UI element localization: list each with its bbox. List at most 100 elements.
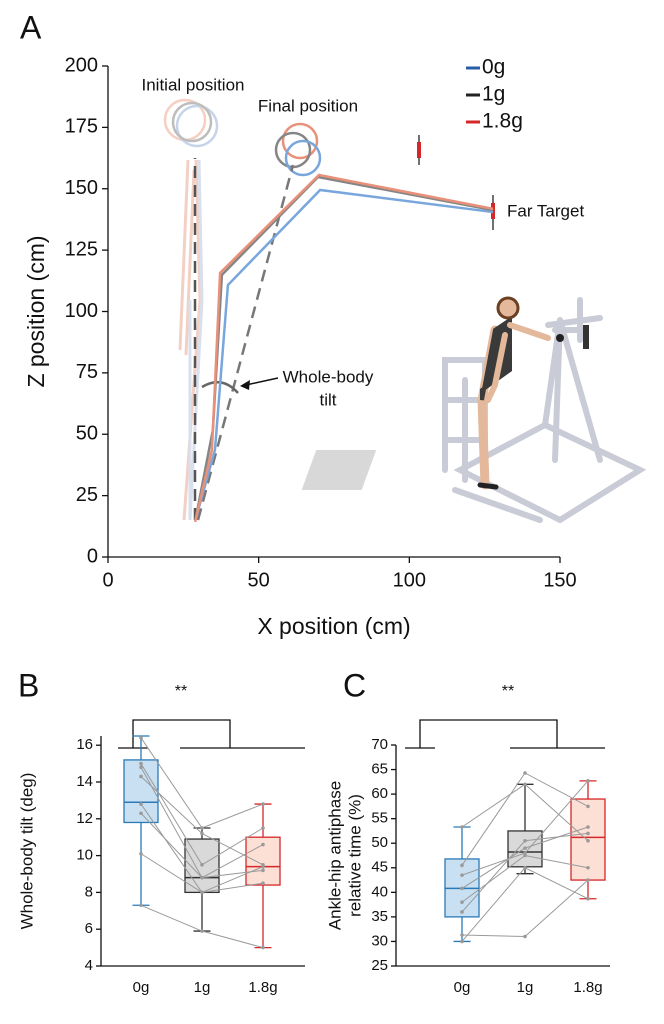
subject-point [139,903,143,908]
y-tick-label: 75 [76,361,98,383]
x-tick-label: 1g [194,979,211,996]
final-head [274,131,312,169]
x-tick-label: 150 [543,569,576,591]
y-tick-label: 50 [371,834,388,851]
annotation: Whole-body [283,367,374,386]
y-tick-label: 12 [76,810,93,827]
subject-point [261,881,265,885]
subject-point [139,761,143,766]
initial-posture [188,159,204,521]
subject-point [586,825,590,829]
y-tick-label: 55 [371,810,388,827]
subject-point [586,831,590,836]
subject-line [140,737,264,829]
annotation: Final position [258,96,358,115]
person [477,296,589,490]
subject-point [460,910,464,914]
subject-point [586,865,590,870]
target [417,142,421,158]
y-tick-label: 4 [85,957,93,974]
subject-point [460,900,464,904]
subject-point [523,853,527,858]
subject-point [139,774,143,779]
arrow-head [240,380,250,390]
y-axis-label: Whole-body tilt (deg) [17,773,36,930]
subject-point [139,802,143,806]
annotation: Far Target [507,201,584,220]
final-head [284,139,322,177]
subject-point [460,873,464,877]
subject-point [261,945,265,950]
y-tick-label: 175 [65,116,98,138]
subject-point [523,838,527,843]
y-tick-label: 100 [65,300,98,322]
subject-point [200,863,204,867]
final-head [281,122,319,160]
x-axis-label: X position (cm) [257,613,410,639]
series-line [194,175,494,521]
subject-point [200,875,204,880]
y-tick-label: 16 [76,736,93,753]
y-axis-label: relative time (%) [345,794,364,917]
subject-point [200,826,204,830]
arrow [245,377,279,386]
subject-point [523,846,527,850]
y-tick-label: 60 [371,785,388,802]
subject-point [139,736,143,740]
tilt-line [196,164,295,521]
x-tick-label: 0 [102,569,113,591]
y-tick-label: 25 [371,957,388,974]
y-tick-label: 30 [371,932,388,949]
subject-point [200,831,204,836]
y-tick-label: 45 [371,859,388,876]
subject-point [261,802,265,806]
panel-letter: C [343,667,366,703]
x-tick-label: 1.8g [573,979,602,996]
subject-point [460,933,464,937]
subject-point [460,886,464,891]
platform [301,450,377,490]
subject-point [261,842,265,847]
subject-point [586,838,590,843]
y-tick-label: 0 [87,545,98,567]
y-axis-label: Ankle-hip antiphase [325,781,344,930]
subject-point [460,939,464,944]
subject-point [523,934,527,939]
x-tick-label: 0g [454,979,471,996]
y-tick-label: 150 [65,177,98,199]
subject-point [460,825,464,829]
annotation: Initial position [141,75,244,94]
y-tick-label: 14 [76,773,93,790]
subject-point [139,765,143,770]
y-tick-label: 10 [76,847,93,864]
bracket [118,719,305,749]
series-line [193,173,494,523]
decorations [118,98,647,749]
subject-point [586,878,590,882]
legend-label: 1.8g [482,110,523,133]
panel-letter: A [20,9,42,45]
y-axis-label: Z position (cm) [23,235,49,387]
subject-point [586,896,590,901]
initial-head [175,104,219,148]
subject-point [523,771,527,775]
subject-point [139,811,143,816]
y-tick-label: 40 [371,883,388,900]
y-tick-label: 8 [85,883,93,900]
significance: ** [175,683,187,700]
y-tick-label: 70 [371,736,388,753]
y-tick-label: 50 [76,423,98,445]
bracket [405,719,605,749]
y-tick-label: 125 [65,238,98,260]
subject-point [523,782,527,787]
subject-point [139,851,143,856]
x-tick-label: 1g [517,979,534,996]
x-tick-label: 50 [248,569,270,591]
subject-point [261,826,265,830]
y-tick-label: 35 [371,908,388,925]
x-tick-label: 1.8g [248,979,277,996]
legend-label: 1g [482,83,505,106]
subject-point [523,865,527,870]
y-tick-label: 65 [371,761,388,778]
